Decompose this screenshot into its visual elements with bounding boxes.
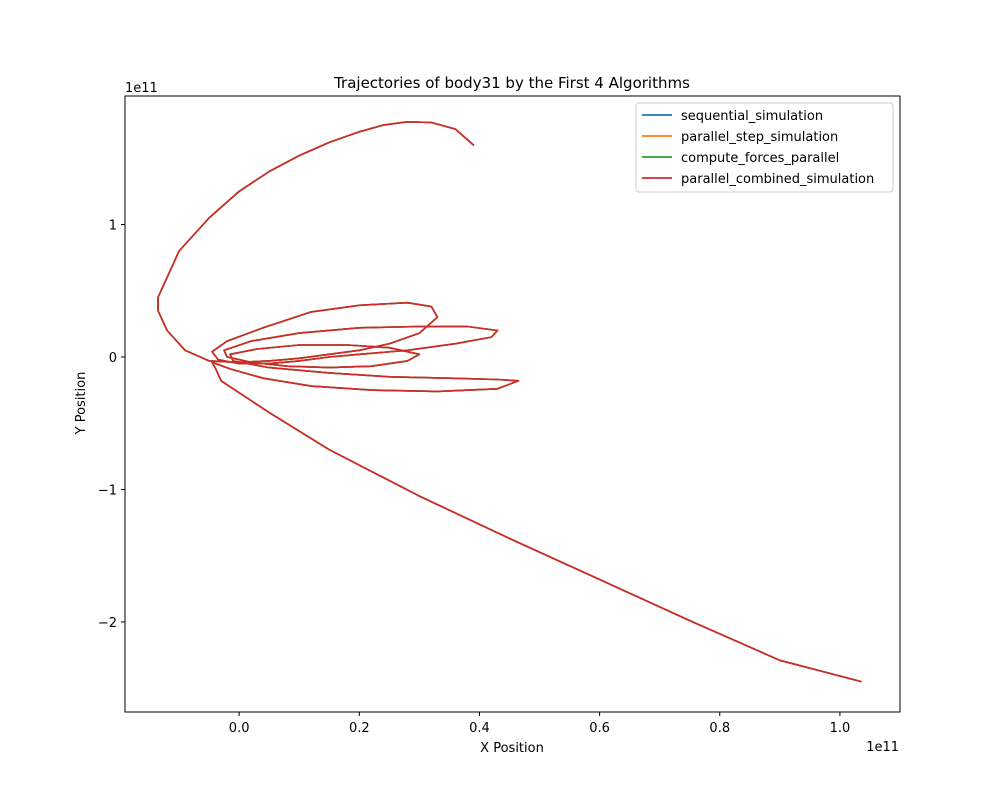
plot-frame <box>124 95 901 713</box>
legend-box <box>635 102 894 193</box>
legend: sequential_simulation parallel_step_simul… <box>635 102 894 193</box>
legend-label-parallel_combined_simulation: parallel_combined_simulation <box>681 172 874 187</box>
x-tick-label: 0.4 <box>469 721 490 736</box>
series-line-parallel_combined_simulation <box>157 121 862 683</box>
x-tick-label: 0.0 <box>229 721 250 736</box>
x-tick-label: 1.0 <box>830 721 851 736</box>
x-axis-offset-label: 1e11 <box>866 740 899 755</box>
y-tick-label: −2 <box>98 616 117 631</box>
y-tick-label: 0 <box>109 351 117 366</box>
chart-title: Trajectories of body31 by the First 4 Al… <box>333 74 690 92</box>
y-axis-offset-label: 1e11 <box>125 81 158 96</box>
x-tick-label: 0.2 <box>349 721 370 736</box>
x-tick-label: 0.8 <box>709 721 730 736</box>
legend-label-compute_forces_parallel: compute_forces_parallel <box>681 151 839 166</box>
x-axis-label: X Position <box>480 741 544 756</box>
legend-label-sequential_simulation: sequential_simulation <box>681 109 823 124</box>
x-tick-label: 0.6 <box>589 721 610 736</box>
y-axis-label: Y Position <box>74 372 89 436</box>
y-tick-label: −1 <box>98 483 117 498</box>
y-tick-label: 1 <box>109 218 117 233</box>
legend-label-parallel_step_simulation: parallel_step_simulation <box>681 130 838 145</box>
plot-area: 0.0 0.2 0.4 0.6 0.8 1.0 −2 −1 0 1 <box>98 95 901 736</box>
